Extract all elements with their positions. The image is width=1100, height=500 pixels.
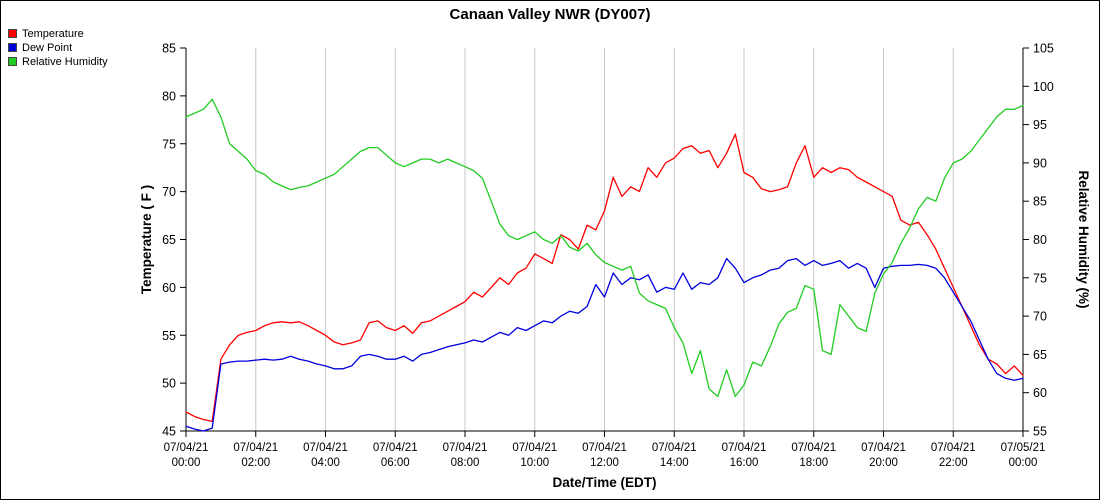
x-axis-tick-label: 07/04/21 10:00 bbox=[512, 442, 557, 469]
right-axis-tick-label: 60 bbox=[1033, 386, 1047, 400]
legend: Temperature Dew Point Relative Humidity bbox=[8, 27, 108, 68]
x-axis-tick-label: 07/04/21 22:00 bbox=[931, 442, 976, 469]
legend-label: Relative Humidity bbox=[22, 55, 108, 68]
chart-title: Canaan Valley NWR (DY007) bbox=[449, 6, 651, 23]
right-axis-tick-label: 85 bbox=[1033, 195, 1047, 209]
x-axis-tick-label: 07/04/21 20:00 bbox=[861, 442, 906, 469]
x-axis-tick-label: 07/04/21 16:00 bbox=[722, 442, 767, 469]
left-axis-tick-label: 45 bbox=[162, 425, 176, 439]
x-axis-tick-label: 07/04/21 02:00 bbox=[233, 442, 278, 469]
right-axis-tick-label: 80 bbox=[1033, 233, 1047, 247]
legend-label: Dew Point bbox=[22, 41, 73, 54]
x-axis-title: Date/Time (EDT) bbox=[552, 475, 656, 490]
left-axis-title: Temperature ( F ) bbox=[139, 185, 154, 294]
x-axis-tick-label: 07/04/21 18:00 bbox=[791, 442, 836, 469]
dew-point-line bbox=[185, 257, 1024, 432]
dew-point-swatch-icon bbox=[8, 43, 17, 52]
temperature-line bbox=[185, 133, 1024, 423]
legend-item-temperature: Temperature bbox=[8, 27, 108, 40]
x-axis-tick-label: 07/04/21 08:00 bbox=[443, 442, 488, 469]
right-axis-tick-label: 75 bbox=[1033, 271, 1047, 285]
relative-humidity-swatch-icon bbox=[8, 57, 17, 66]
x-axis-tick-label: 07/04/21 14:00 bbox=[652, 442, 697, 469]
legend-label: Temperature bbox=[22, 27, 84, 40]
x-axis-tick-label: 07/04/21 04:00 bbox=[303, 442, 348, 469]
temperature-swatch-icon bbox=[8, 29, 17, 38]
left-axis-tick-label: 50 bbox=[162, 377, 176, 391]
x-axis-tick-label: 07/04/21 12:00 bbox=[582, 442, 627, 469]
right-axis-tick-label: 55 bbox=[1033, 425, 1047, 439]
right-axis-tick-label: 105 bbox=[1033, 42, 1054, 56]
legend-item-relative-humidity: Relative Humidity bbox=[8, 55, 108, 68]
right-axis-tick-label: 70 bbox=[1033, 310, 1047, 324]
right-axis-tick-label: 90 bbox=[1033, 156, 1047, 170]
left-axis-tick-label: 75 bbox=[162, 137, 176, 151]
x-axis-tick-label: 07/05/21 00:00 bbox=[1001, 442, 1046, 469]
right-axis-title: Relative Humidity (%) bbox=[1076, 170, 1091, 308]
left-axis-tick-label: 55 bbox=[162, 329, 176, 343]
legend-item-dew-point: Dew Point bbox=[8, 41, 108, 54]
right-axis-tick-label: 95 bbox=[1033, 118, 1047, 132]
right-axis-tick-label: 65 bbox=[1033, 348, 1047, 362]
left-axis-tick-label: 65 bbox=[162, 233, 176, 247]
x-axis-tick-label: 07/04/21 06:00 bbox=[373, 442, 418, 469]
x-axis-tick-label: 07/04/21 00:00 bbox=[164, 442, 209, 469]
left-axis-tick-label: 85 bbox=[162, 42, 176, 56]
left-axis-tick-label: 80 bbox=[162, 89, 176, 103]
right-axis-tick-label: 100 bbox=[1033, 80, 1054, 94]
left-axis-tick-label: 70 bbox=[162, 185, 176, 199]
relative-humidity-line bbox=[185, 98, 1024, 398]
left-axis-tick-label: 60 bbox=[162, 281, 176, 295]
